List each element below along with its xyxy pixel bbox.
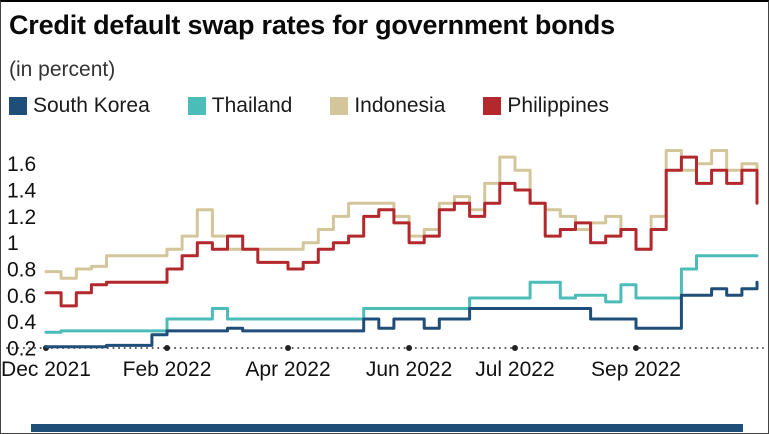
x-axis-tick-dot — [511, 345, 518, 351]
chart-subtitle: (in percent) — [9, 58, 116, 81]
x-axis-tick-dot — [406, 345, 413, 351]
legend-label-indonesia: Indonesia — [354, 94, 446, 117]
legend-item-south-korea: South Korea — [9, 94, 150, 118]
y-axis-label: 1.4 — [7, 180, 37, 203]
x-axis-label: Apr 2022 — [245, 358, 330, 381]
x-axis-label: Feb 2022 — [123, 358, 212, 381]
footer-bar — [31, 424, 743, 432]
y-axis-label: 1.6 — [7, 153, 36, 176]
legend-swatch-indonesia — [330, 97, 349, 115]
legend-swatch-philippines — [483, 97, 502, 115]
legend-label-south-korea: South Korea — [33, 94, 150, 117]
chart-legend: South Korea Thailand Indonesia Philippines — [9, 94, 609, 118]
series-line-indonesia — [44, 149, 759, 280]
x-axis-label: Sep 2022 — [591, 358, 681, 381]
x-axis-label: Jun 2022 — [366, 358, 452, 381]
y-axis-label: 0.6 — [7, 285, 36, 308]
x-axis-label: Dec 2021 — [1, 358, 91, 381]
legend-label-thailand: Thailand — [211, 94, 293, 117]
page-title: Credit default swap rates for government… — [9, 10, 615, 40]
y-axis-label: 0.4 — [7, 311, 37, 334]
series-line-thailand — [44, 254, 759, 334]
series-line-philippines — [44, 155, 759, 308]
legend-item-philippines: Philippines — [483, 94, 609, 118]
y-axis-label: 1.2 — [7, 206, 36, 229]
legend-label-philippines: Philippines — [507, 94, 609, 117]
cds-line-chart: 0.2 0.4 0.6 0.8 1 1.2 1.4 1.6 Dec 2021 Feb 2022 Ap… — [1, 149, 764, 381]
x-axis-label: Jul 2022 — [475, 358, 554, 381]
legend-item-indonesia: Indonesia — [330, 94, 445, 118]
y-axis-label: 0.2 — [7, 338, 36, 361]
x-axis-tick-dot — [632, 345, 639, 351]
legend-swatch-thailand — [187, 97, 206, 115]
y-axis-label: 1 — [7, 232, 19, 255]
y-axis-label: 0.8 — [7, 259, 36, 282]
legend-item-thailand: Thailand — [187, 94, 293, 118]
legend-swatch-south-korea — [9, 97, 27, 115]
x-axis-tick-dot — [164, 345, 171, 351]
x-axis-tick-dot — [285, 345, 292, 351]
series-line-south-korea — [44, 280, 759, 349]
